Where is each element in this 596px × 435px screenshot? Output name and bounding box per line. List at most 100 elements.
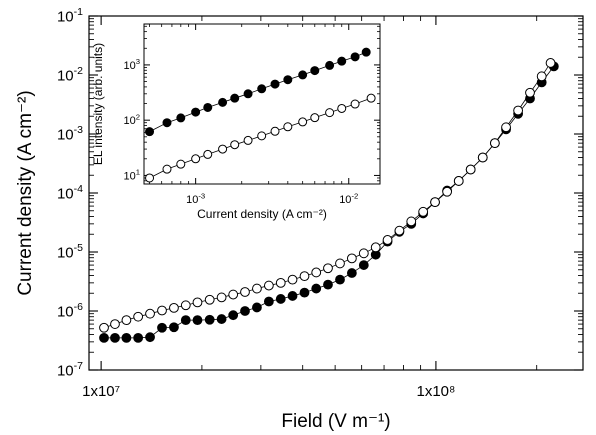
data-point bbox=[299, 271, 310, 282]
data-point bbox=[99, 333, 109, 343]
inset-plot-frame bbox=[143, 23, 381, 185]
inset-data-point bbox=[176, 113, 186, 123]
data-point bbox=[204, 294, 215, 305]
data-point bbox=[99, 322, 109, 333]
inset-data-point bbox=[366, 93, 376, 103]
y-tick-label: 10-1 bbox=[57, 6, 83, 25]
inset-data-point bbox=[243, 89, 253, 99]
inset-x-axis-title: Current density (A cm⁻²) bbox=[197, 207, 327, 221]
inset-y-tick-label: 102 bbox=[123, 112, 140, 127]
data-point bbox=[346, 268, 357, 278]
data-point bbox=[430, 197, 440, 208]
data-point bbox=[157, 322, 167, 333]
inset-data-point bbox=[243, 135, 253, 145]
data-point bbox=[169, 302, 179, 313]
inset-data-point bbox=[361, 47, 371, 57]
data-point bbox=[204, 314, 215, 325]
inset-data-point bbox=[325, 60, 335, 70]
data-point bbox=[192, 297, 203, 308]
data-point bbox=[513, 105, 524, 116]
inset-data-point bbox=[270, 126, 280, 136]
inset-data-point bbox=[283, 75, 293, 85]
inset-x-tick-label: 10-3 bbox=[186, 191, 205, 206]
inset-data-point bbox=[145, 173, 155, 183]
inset-data-point bbox=[162, 118, 172, 128]
data-point bbox=[216, 292, 227, 303]
data-point bbox=[299, 287, 310, 298]
x-tick-label: 1x10⁸ bbox=[416, 383, 455, 400]
data-point bbox=[145, 332, 155, 343]
inset-data-point bbox=[191, 154, 201, 164]
y-tick-label: 10-7 bbox=[57, 360, 83, 379]
data-point bbox=[453, 176, 464, 186]
data-point bbox=[323, 279, 333, 290]
data-point bbox=[110, 319, 120, 329]
data-point bbox=[240, 287, 250, 297]
data-point bbox=[157, 305, 167, 316]
inset-plot: 101 102 103 10-3 10-2 Current density (A cm⁻²… bbox=[91, 23, 381, 221]
inset-data-point bbox=[337, 56, 347, 66]
y-tick-label: 10-5 bbox=[57, 242, 83, 261]
inset-data-point bbox=[218, 144, 228, 154]
data-point bbox=[406, 216, 417, 227]
data-point bbox=[240, 306, 250, 316]
data-point bbox=[263, 280, 274, 291]
data-point bbox=[216, 314, 227, 324]
data-point bbox=[358, 248, 369, 259]
inset-y-tick-label: 103 bbox=[123, 57, 140, 72]
data-point bbox=[110, 333, 120, 343]
inset-y-tick-label: 101 bbox=[123, 168, 140, 183]
data-point bbox=[228, 289, 239, 300]
inset-data-point bbox=[145, 127, 155, 137]
inset-data-point bbox=[298, 70, 308, 80]
y-tick-label: 10-3 bbox=[57, 124, 83, 143]
data-point bbox=[465, 164, 476, 175]
data-point bbox=[287, 291, 298, 301]
data-point bbox=[133, 311, 144, 322]
y-tick-label: 10-4 bbox=[57, 183, 83, 202]
x-tick-label: 1x10⁷ bbox=[82, 383, 120, 400]
data-point bbox=[169, 322, 179, 333]
data-point bbox=[477, 152, 488, 163]
data-point bbox=[275, 294, 286, 304]
inset-data-point bbox=[257, 131, 267, 141]
data-point bbox=[311, 283, 322, 294]
inset-x-tick-label: 10-2 bbox=[339, 191, 358, 206]
data-point bbox=[525, 87, 535, 98]
inset-data-point bbox=[310, 113, 320, 123]
inset-data-point bbox=[283, 122, 293, 132]
inset-data-point bbox=[350, 99, 360, 109]
data-point bbox=[358, 260, 369, 270]
data-point bbox=[121, 315, 132, 326]
data-point bbox=[442, 186, 453, 197]
data-point bbox=[418, 206, 429, 217]
data-point bbox=[287, 274, 298, 285]
data-point bbox=[121, 333, 132, 343]
data-point bbox=[536, 71, 547, 82]
y-axis-title: Current density (A cm⁻²) bbox=[15, 90, 36, 295]
inset-data-point bbox=[270, 79, 280, 89]
y-tick-label: 10-6 bbox=[57, 301, 83, 320]
inset-data-point bbox=[257, 84, 267, 94]
inset-data-point bbox=[203, 149, 213, 159]
inset-series-1 bbox=[145, 47, 371, 137]
data-point bbox=[145, 308, 155, 319]
inset-data-point bbox=[218, 97, 228, 107]
data-point bbox=[192, 315, 203, 326]
data-point bbox=[335, 274, 345, 285]
data-point bbox=[133, 333, 144, 343]
inset-data-point bbox=[337, 103, 347, 113]
inset-data-point bbox=[230, 140, 240, 150]
inset-series-2 bbox=[145, 93, 376, 183]
data-point bbox=[275, 277, 286, 288]
data-point bbox=[180, 315, 191, 326]
inset-data-point bbox=[230, 93, 240, 103]
data-point bbox=[545, 58, 556, 68]
inset-y-axis-title: EL intensity (arb. units) bbox=[91, 43, 105, 165]
data-point bbox=[370, 242, 381, 253]
data-point bbox=[263, 296, 274, 307]
inset-data-point bbox=[310, 66, 320, 76]
data-point bbox=[346, 253, 357, 264]
data-point bbox=[323, 263, 333, 274]
